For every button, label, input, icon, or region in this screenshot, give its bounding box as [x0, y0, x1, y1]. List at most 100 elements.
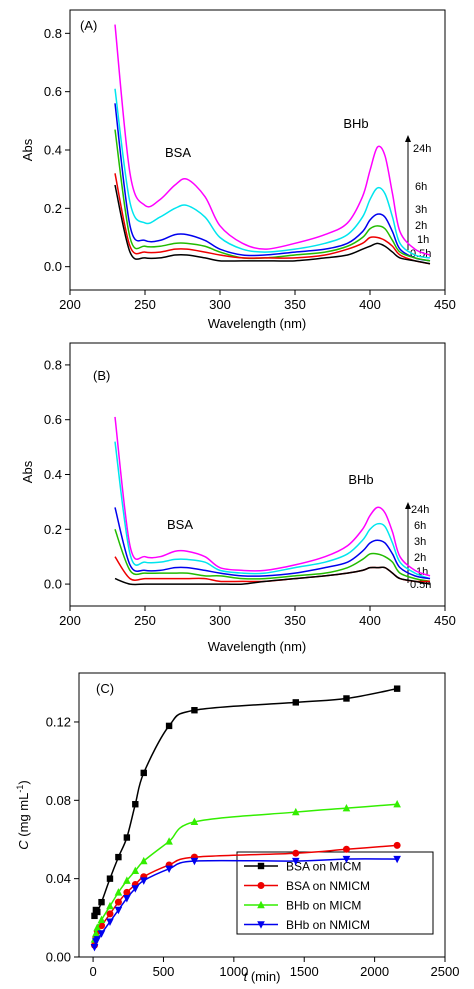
panel-a-xtick-label: 300 [209, 297, 231, 312]
panel-c-xtick-label: 0 [89, 964, 96, 979]
panel-a-series-line [114, 173, 431, 265]
panel-b-series-line [114, 507, 431, 580]
panel-a-ytick-label: 0.6 [44, 84, 62, 99]
panel-c-data-point [98, 898, 105, 906]
panel-c-xtick-label: 1000 [219, 964, 248, 979]
panel-c-data-point [131, 885, 140, 893]
panel-b-series-line [114, 416, 431, 577]
panel-a-xtick-label: 350 [284, 297, 306, 312]
panel-c-xtick-label: 2000 [360, 964, 389, 979]
panel-c-ytick-label: 0.04 [46, 871, 71, 886]
panel-b-series-line [114, 441, 431, 580]
panel-a: (A) Wavelength (nm) Abs BSA BHb 24h 6h 3… [20, 9, 456, 331]
panel-b-series-line [114, 529, 431, 583]
panel-b-time-label-2h: 2h [414, 552, 426, 564]
panel-b-xtick-label: 350 [284, 613, 306, 628]
legend-entry-label: BHb on NMICM [286, 918, 370, 932]
panel-b-xtick-label: 400 [359, 613, 381, 628]
panel-c-data-point [393, 841, 401, 849]
panel-a-ytick-label: 0.2 [44, 201, 62, 216]
panel-a-bsa-label: BSA [165, 145, 191, 160]
panel-c-data-point [106, 875, 114, 882]
panel-a-time-label-2h: 2h [415, 220, 427, 232]
panel-a-time-arrowhead [405, 135, 411, 142]
panel-c-data-point [93, 936, 102, 944]
panel-b-xtick-label: 200 [59, 613, 81, 628]
panel-c-data-point [342, 803, 351, 812]
panel-a-series-line [114, 184, 431, 265]
panel-b-ytick-label: 0.6 [44, 412, 62, 427]
panel-c-data-point [106, 901, 114, 910]
panel-c-data-point [292, 699, 299, 706]
panel-b-bsa-label: BSA [167, 517, 193, 532]
legend-swatch-marker [257, 900, 265, 909]
panel-a-xlabel: Wavelength (nm) [208, 316, 307, 331]
panel-b-time-label-6h: 6h [414, 520, 426, 532]
panel-b-ylabel: Abs [20, 460, 35, 483]
panel-b-time-arrowhead [405, 502, 411, 509]
panel-b-xlabel: Wavelength (nm) [208, 639, 307, 654]
panel-c-data-point [139, 856, 148, 865]
panel-c-data-point [93, 923, 102, 931]
panel-c-data-point [190, 817, 199, 826]
panel-c-ylabel: C (mg mL-1) [15, 780, 31, 849]
panel-a-series-line [114, 129, 431, 262]
panel-a-ytick-label: 0.0 [44, 259, 62, 274]
panel-c-data-point [291, 857, 300, 866]
panel-c-data-point [191, 707, 198, 714]
panel-b-ytick-label: 0.2 [44, 522, 62, 537]
panel-c-data-point [190, 857, 199, 866]
panel-c-data-point [165, 722, 173, 730]
panel-c-frame [78, 672, 446, 958]
panel-c-data-point [140, 769, 147, 777]
panel-a-time-label-3h: 3h [415, 204, 427, 216]
panel-c-ytick-label: 0.00 [46, 950, 71, 965]
panel-c-data-point [139, 877, 148, 885]
panel-c-data-point [123, 834, 131, 841]
panel-c-data-point [123, 888, 131, 896]
panel-c-data-point [97, 915, 106, 923]
panel-a-ytick-label: 0.4 [44, 143, 62, 158]
panel-a-bhb-label: BHb [343, 116, 368, 131]
panel-c-data-point [292, 849, 300, 857]
legend-entry-label: BSA on MICM [286, 860, 361, 874]
legend-entry-label: BHb on MICM [286, 899, 361, 913]
panel-a-xtick-label: 450 [434, 297, 456, 312]
panel-c-data-point [114, 898, 122, 906]
panel-c-data-point [123, 876, 131, 884]
panel-a-time-label-6h: 6h [415, 181, 427, 193]
panel-c-data-point [393, 685, 401, 692]
panel-b-label: (B) [93, 368, 110, 383]
panel-c-data-point [114, 888, 123, 896]
panel-c-xtick-label: 2500 [431, 964, 460, 979]
panel-b-ytick-label: 0.8 [44, 357, 62, 372]
panel-c-data-point [97, 930, 106, 938]
legend-swatch-marker [257, 862, 265, 870]
panel-a-series-line [114, 103, 431, 262]
panel-c-data-point [90, 944, 99, 952]
panel-b-ytick-label: 0.4 [44, 467, 62, 482]
panel-b-xtick-label: 450 [434, 613, 456, 628]
panel-c-data-point [342, 845, 350, 853]
panel-a-ylabel: Abs [20, 138, 35, 161]
panel-b-time-label-3h: 3h [414, 536, 426, 548]
panel-a-series-line [114, 88, 431, 259]
panel-c-data-point [343, 695, 350, 702]
panel-b-bhb-label: BHb [348, 472, 373, 487]
panel-c-ytick-label: 0.08 [46, 793, 71, 808]
panel-b-xtick-label: 250 [134, 613, 156, 628]
panel-a-ytick-label: 0.8 [44, 26, 62, 41]
panel-c-xtick-label: 1500 [290, 964, 319, 979]
panel-a-xtick-label: 200 [59, 297, 81, 312]
panel-c-data-point [165, 837, 173, 845]
panel-c-data-point [342, 855, 351, 864]
panel-c-data-point [132, 801, 139, 808]
panel-c-ytick-label: 0.12 [46, 714, 71, 729]
panel-b-series-line [114, 566, 431, 586]
panel-c-xtick-label: 500 [153, 964, 175, 979]
panel-c-xlabel: t (min) [244, 969, 281, 984]
panel-c-data-point [92, 929, 100, 937]
panel-c-data-point [123, 895, 131, 903]
